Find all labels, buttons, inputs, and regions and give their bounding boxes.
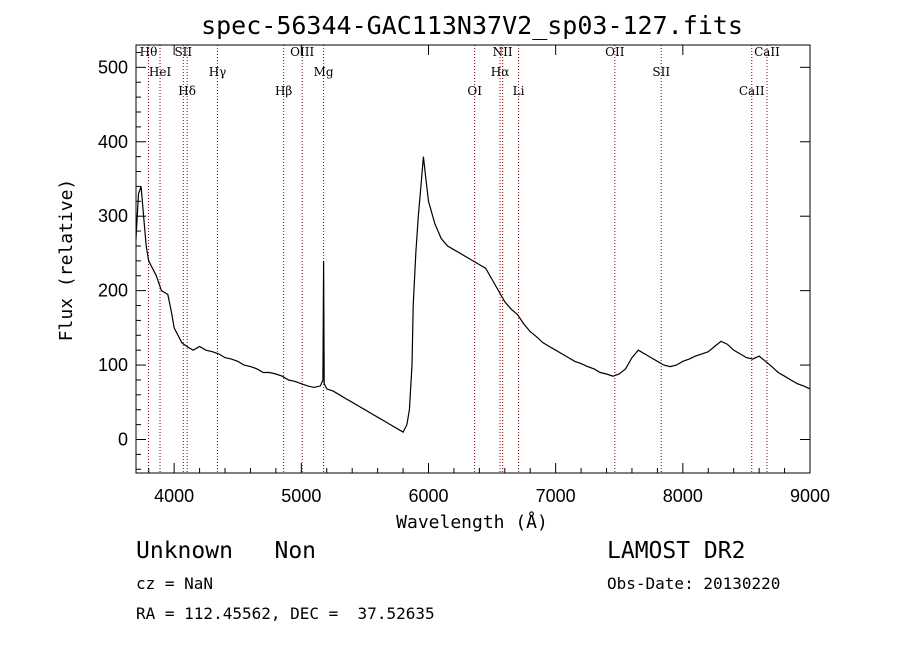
- line-label: Hθ: [140, 45, 158, 59]
- chart-title: spec-56344-GAC113N37V2_sp03-127.fits: [201, 11, 743, 40]
- x-tick-label: 7000: [536, 486, 576, 506]
- line-label: OII: [605, 45, 625, 59]
- emission-line-markers: [147, 45, 768, 473]
- line-label: Hγ: [209, 65, 227, 79]
- line-label: CaII: [754, 45, 780, 59]
- line-label: Hα: [491, 65, 510, 79]
- x-tick-label: 6000: [408, 486, 448, 506]
- line-label: Hβ: [275, 84, 292, 98]
- line-label: Mg: [314, 65, 334, 79]
- x-axis: 4000 5000 6000 7000 8000 9000: [148, 45, 830, 506]
- x-tick-label: 8000: [663, 486, 703, 506]
- coordinates-readout: RA = 112.45562, DEC = 37.52635: [136, 604, 435, 623]
- y-tick-label: 300: [98, 206, 128, 226]
- plot-frame: [135, 44, 811, 474]
- x-tick-label: 9000: [790, 486, 830, 506]
- line-label: HeI: [149, 65, 172, 79]
- y-tick-label: 0: [118, 430, 128, 450]
- line-label: OIII: [290, 45, 314, 59]
- redshift-readout: cz = NaN: [136, 574, 214, 593]
- line-label: NII: [493, 45, 513, 59]
- x-tick-label: 4000: [154, 486, 194, 506]
- y-tick-label: 500: [98, 57, 128, 77]
- y-tick-label: 200: [98, 281, 128, 301]
- survey-label: LAMOST DR2: [607, 538, 746, 564]
- spectrum-line-0: [135, 156, 811, 433]
- object-class-line: Unknown Non: [136, 538, 317, 564]
- x-tick-label: 5000: [281, 486, 321, 506]
- y-tick-label: 400: [98, 132, 128, 152]
- y-axis-label: Flux (relative): [56, 179, 77, 342]
- line-label: SII: [174, 45, 192, 59]
- line-label: OI: [467, 84, 482, 98]
- x-axis-label: Wavelength (Å): [396, 511, 548, 533]
- y-axis: 0 100 200 300 400 500: [98, 51, 810, 470]
- spectrum-series: [135, 156, 811, 433]
- line-label: Li: [513, 84, 525, 98]
- line-label: CaII: [739, 84, 765, 98]
- spectrum-chart: spec-56344-GAC113N37V2_sp03-127.fits HθH…: [56, 11, 830, 533]
- observation-date: Obs-Date: 20130220: [607, 574, 781, 593]
- line-label: Hδ: [178, 84, 196, 98]
- line-label: SII: [652, 65, 670, 79]
- y-tick-label: 100: [98, 355, 128, 375]
